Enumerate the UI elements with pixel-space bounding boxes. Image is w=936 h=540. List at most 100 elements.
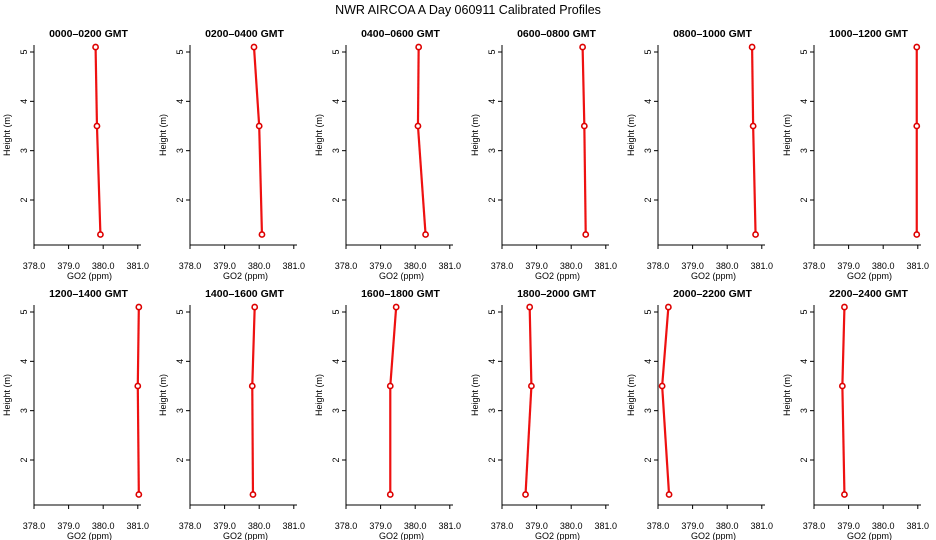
- x-axis-label: GO2 (ppm): [379, 271, 424, 281]
- profile-segment: [751, 47, 755, 127]
- y-axis-label: Height (m): [158, 114, 168, 156]
- x-axis-label: GO2 (ppm): [379, 531, 424, 540]
- x-axis-label: GO2 (ppm): [847, 531, 892, 540]
- x-tick-label: 380.0: [404, 261, 427, 271]
- x-tick-label: 380.0: [560, 261, 583, 271]
- x-tick-label: 381.0: [127, 521, 150, 531]
- x-tick-label: 378.0: [179, 521, 202, 531]
- x-tick-label: 380.0: [872, 521, 895, 531]
- y-tick-label: 3: [643, 148, 653, 153]
- x-tick-label: 378.0: [647, 521, 670, 531]
- data-point: [422, 231, 429, 238]
- y-tick-label: 4: [487, 99, 497, 104]
- data-point: [414, 122, 422, 130]
- x-tick-label: 380.0: [248, 261, 271, 271]
- data-point: [913, 122, 921, 130]
- x-tick-label: 379.0: [681, 521, 704, 531]
- profile-segment: [94, 47, 99, 127]
- y-tick-label: 5: [331, 49, 341, 54]
- x-tick-label: 380.0: [248, 521, 271, 531]
- x-tick-label: 379.0: [369, 261, 392, 271]
- data-point: [528, 382, 535, 390]
- panel-title: 0000–0200 GMT: [49, 28, 128, 40]
- x-tick-label: 379.0: [213, 521, 236, 531]
- data-point: [258, 231, 266, 238]
- data-point: [93, 122, 101, 130]
- y-tick-label: 2: [331, 197, 341, 202]
- y-tick-label: 4: [175, 359, 185, 364]
- x-tick-label: 381.0: [751, 261, 774, 271]
- x-axis-label: GO2 (ppm): [691, 271, 736, 281]
- data-point: [579, 43, 587, 51]
- data-point: [255, 122, 263, 130]
- data-point: [386, 382, 394, 390]
- x-tick-label: 380.0: [92, 261, 115, 271]
- panel-4: 0600–0800 GMT 2 3 4 5 378.0 379.0 380.0 381.0 GO2…: [470, 28, 617, 281]
- data-point: [748, 43, 756, 51]
- data-point: [250, 43, 258, 51]
- y-tick-label: 4: [643, 99, 653, 104]
- y-tick-label: 3: [487, 408, 497, 413]
- panel-6: 1000–1200 GMT 2 3 4 5 378.0 379.0 380.0 381.0 GO2…: [782, 28, 929, 281]
- x-tick-label: 379.0: [525, 521, 548, 531]
- panel-11: 2000–2200 GMT 2 3 4 5 378.0 379.0 380.0 381.0 GO2…: [626, 288, 773, 540]
- x-tick-label: 380.0: [404, 521, 427, 531]
- profile-segment: [252, 46, 261, 127]
- figure-title: NWR AIRCOA A Day 060911 Calibrated Profi…: [335, 3, 601, 17]
- data-point: [249, 491, 257, 498]
- y-tick-label: 4: [331, 359, 341, 364]
- data-point: [665, 491, 673, 498]
- y-tick-label: 4: [19, 99, 29, 104]
- profile-segment: [841, 385, 846, 495]
- x-tick-label: 380.0: [560, 521, 583, 531]
- data-point: [838, 382, 846, 390]
- panel-title: 1600–1800 GMT: [361, 288, 440, 300]
- y-tick-label: 2: [487, 457, 497, 462]
- panel-title: 0800–1000 GMT: [673, 28, 752, 40]
- y-axis-label: Height (m): [158, 374, 168, 416]
- data-point: [392, 303, 400, 311]
- data-point: [658, 382, 666, 390]
- data-point: [752, 231, 759, 238]
- y-axis-label: Height (m): [626, 114, 636, 156]
- y-tick-label: 5: [19, 309, 29, 314]
- data-point: [749, 122, 757, 130]
- y-tick-label: 2: [487, 197, 497, 202]
- x-tick-label: 378.0: [647, 261, 670, 271]
- y-tick-label: 2: [19, 457, 29, 462]
- x-tick-label: 378.0: [491, 261, 514, 271]
- data-point: [580, 122, 588, 130]
- profile-segment: [416, 47, 420, 127]
- x-axis-label: GO2 (ppm): [67, 531, 112, 540]
- y-tick-label: 4: [19, 359, 29, 364]
- y-tick-label: 4: [643, 359, 653, 364]
- profile-segment: [583, 125, 587, 235]
- y-tick-label: 3: [643, 408, 653, 413]
- profile-segment: [752, 125, 757, 235]
- x-axis-label: GO2 (ppm): [67, 271, 112, 281]
- y-axis-label: Height (m): [470, 374, 480, 416]
- y-tick-label: 5: [799, 309, 809, 314]
- y-axis-label: Height (m): [626, 374, 636, 416]
- y-tick-label: 5: [175, 49, 185, 54]
- data-point: [526, 303, 534, 311]
- y-tick-label: 2: [175, 197, 185, 202]
- profile-segment: [95, 125, 102, 235]
- x-tick-label: 379.0: [369, 521, 392, 531]
- profile-segment: [258, 125, 264, 235]
- y-tick-label: 4: [799, 359, 809, 364]
- x-tick-label: 380.0: [716, 521, 739, 531]
- panel-3: 0400–0600 GMT 2 3 4 5 378.0 379.0 380.0 381.0 GO2…: [314, 28, 461, 281]
- profile-segment: [416, 125, 427, 235]
- y-tick-label: 5: [175, 309, 185, 314]
- y-tick-label: 2: [175, 457, 185, 462]
- profile-segment: [389, 306, 398, 387]
- y-tick-label: 5: [799, 49, 809, 54]
- x-tick-label: 379.0: [837, 261, 860, 271]
- data-point: [913, 231, 921, 238]
- y-axis-label: Height (m): [782, 374, 792, 416]
- x-tick-label: 378.0: [179, 261, 202, 271]
- x-tick-label: 381.0: [907, 261, 930, 271]
- y-tick-label: 4: [487, 359, 497, 364]
- x-tick-label: 379.0: [213, 261, 236, 271]
